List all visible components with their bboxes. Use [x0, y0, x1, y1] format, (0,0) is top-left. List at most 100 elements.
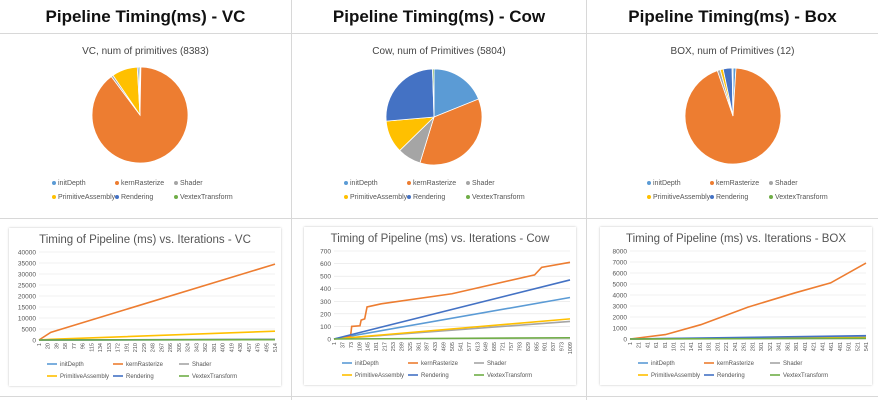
x-tick-label: 153 — [107, 343, 113, 352]
legend-item-PrimitiveAssembly: PrimitiveAssembly — [647, 194, 710, 201]
x-tick-label: 421 — [812, 342, 818, 351]
legend-label: initDepth — [653, 180, 681, 187]
legend-label: PrimitiveAssembly — [60, 374, 109, 380]
x-tick-label: 181 — [707, 342, 713, 351]
x-tick-label: 476 — [256, 343, 262, 352]
x-tick-label: 381 — [212, 343, 218, 352]
legend-label: Rendering — [413, 194, 446, 201]
x-tick-label: 613 — [475, 342, 481, 351]
x-tick-label: 649 — [484, 342, 490, 351]
x-tick-label: 361 — [785, 342, 791, 351]
legend-item-VextexTransform: VextexTransform — [769, 194, 828, 201]
x-tick-label: 495 — [264, 343, 270, 352]
legend-dot-icon — [769, 195, 773, 200]
legend-label: PrimitiveAssembly — [350, 194, 408, 201]
pie-panel-vc: VC, num of primitives (8383) initDepth ke… — [0, 34, 291, 218]
legend-item-VextexTransform: VextexTransform — [466, 194, 525, 201]
x-tick-label: 341 — [777, 342, 783, 351]
x-tick-label: 325 — [408, 342, 414, 351]
line-chart-vc-box: Timing of Pipeline (ms) vs. Iterations -… — [9, 228, 281, 386]
legend-label: PrimitiveAssembly — [58, 194, 116, 201]
line-chart-title: Timing of Pipeline (ms) vs. Iterations -… — [330, 233, 550, 245]
legend-dot-icon — [115, 181, 119, 186]
legend-dot-icon — [407, 195, 411, 200]
legend-dot-icon — [174, 181, 178, 186]
x-tick-label: 201 — [715, 342, 721, 351]
y-tick-label: 700 — [320, 249, 331, 256]
legend-label: PrimitiveAssembly — [651, 373, 700, 379]
x-tick-label: 141 — [689, 342, 695, 351]
legend-label: Shader — [775, 180, 798, 187]
legend-label: initDepth — [350, 180, 378, 187]
row-divider — [0, 33, 878, 34]
legend-label: kernRasterize — [716, 180, 760, 187]
legend-dot-icon — [710, 195, 714, 200]
x-tick-label: 134 — [98, 343, 104, 352]
x-tick-label: 37 — [340, 342, 346, 348]
pie-slice-kernRasterize — [419, 98, 483, 166]
legend: initDepth kernRasterize Shader PrimitiveAss… — [52, 180, 272, 210]
column-divider — [291, 0, 292, 400]
legend-label: Rendering — [121, 194, 154, 201]
x-tick-label: 289 — [399, 342, 405, 351]
legend-dot-icon — [647, 181, 651, 186]
legend-item-PrimitiveAssembly: PrimitiveAssembly — [52, 194, 115, 201]
series-line-kernRasterize — [333, 261, 571, 340]
legend-label: Rendering — [716, 194, 749, 201]
series-line-initDepth — [333, 296, 571, 340]
legend-label: initDepth — [355, 361, 379, 367]
x-tick-label: 362 — [203, 343, 209, 352]
legend-label: Shader — [487, 361, 506, 367]
legend-label: PrimitiveAssembly — [355, 373, 404, 379]
legend: initDepth kernRasterize Shader PrimitiveAss… — [344, 180, 564, 210]
legend-label: VextexTransform — [192, 374, 237, 380]
legend-dot-icon — [115, 195, 119, 200]
y-tick-label: 5000 — [22, 327, 37, 334]
x-tick-label: 286 — [168, 343, 174, 352]
x-tick-label: 41 — [645, 342, 651, 348]
x-tick-label: 305 — [177, 343, 183, 352]
legend-label: Shader — [472, 180, 495, 187]
legend-dot-icon — [174, 195, 178, 200]
legend-dot-icon — [466, 181, 470, 186]
legend-label: Rendering — [421, 373, 449, 379]
line-chart-title: Timing of Pipeline (ms) vs. Iterations -… — [39, 234, 251, 246]
x-tick-label: 461 — [829, 342, 835, 351]
legend-dot-icon — [407, 181, 411, 186]
x-tick-label: 521 — [855, 342, 861, 351]
legend-label: initDepth — [60, 362, 84, 368]
pie-panel-box: BOX, num of Primitives (12) initDepth ker… — [587, 34, 878, 218]
x-tick-label: 361 — [416, 342, 422, 351]
legend-dot-icon — [710, 181, 714, 186]
x-tick-label: 401 — [803, 342, 809, 351]
legend-label: VextexTransform — [487, 373, 532, 379]
y-tick-label: 10000 — [18, 316, 36, 323]
legend-label: Rendering — [717, 373, 745, 379]
y-tick-label: 2000 — [613, 315, 628, 322]
y-tick-label: 0 — [623, 337, 627, 344]
series-line-kernRasterize — [38, 263, 276, 341]
x-tick-label: 61 — [654, 342, 660, 348]
legend-label: Shader — [783, 361, 802, 367]
x-tick-label: 39 — [54, 343, 60, 349]
x-tick-label: 145 — [366, 342, 372, 351]
x-tick-label: 181 — [374, 342, 380, 351]
series-line-kernRasterize — [629, 262, 867, 340]
y-tick-label: 1000 — [613, 326, 628, 333]
x-tick-label: 109 — [357, 342, 363, 351]
x-tick-label: 172 — [116, 343, 122, 352]
header-box: Pipeline Timing(ms) - Box — [628, 6, 837, 26]
legend-dot-icon — [52, 181, 56, 186]
x-tick-label: 438 — [238, 343, 244, 352]
x-tick-label: 1 — [628, 342, 634, 345]
x-tick-label: 901 — [543, 342, 549, 351]
row-divider — [0, 396, 878, 397]
legend-label: initDepth — [651, 361, 675, 367]
y-tick-label: 0 — [327, 337, 331, 344]
series-line-PrimitiveAssembly — [333, 318, 571, 340]
x-tick-label: 241 — [733, 342, 739, 351]
x-tick-label: 1 — [332, 342, 338, 345]
x-tick-label: 865 — [534, 342, 540, 351]
